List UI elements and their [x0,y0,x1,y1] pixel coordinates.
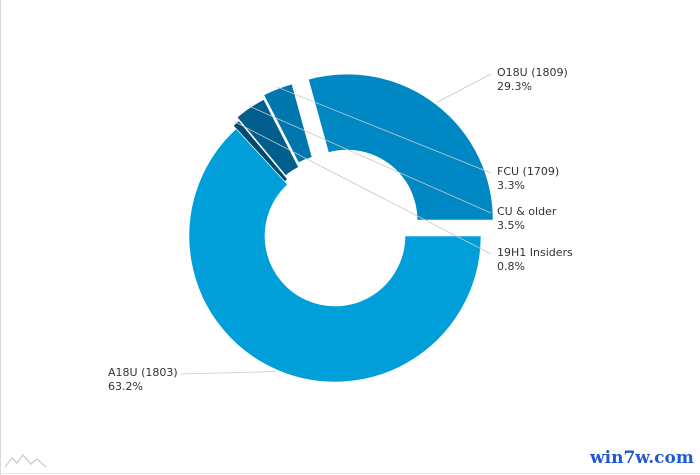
slice-percent-cu-older: 3.5% [497,219,525,232]
mountain-logo-icon [4,453,47,468]
slice-percent-fcu-1709: 3.3% [497,179,525,192]
leader-line-cu-older [248,105,492,214]
leader-line-19h1-insiders [234,121,492,255]
slice-label-19h1-insiders: 19H1 Insiders [497,246,573,259]
slice-percent-19h1-insiders: 0.8% [497,260,525,273]
slice-cu-older [236,99,299,177]
leader-lines-layer [179,73,492,375]
slice-a18u-1803 [188,128,482,383]
bottom-border [0,473,700,474]
slice-19h1-insiders [232,120,288,182]
watermark-text: win7w.com [590,448,694,468]
slice-label-o18u-1809: O18U (1809) [497,66,568,79]
leader-line-fcu-1709 [276,86,492,174]
slice-percent-o18u-1809: 29.3% [497,80,532,93]
slices-layer [188,73,494,383]
left-border [0,0,1,475]
slice-percent-a18u-1803: 63.2% [108,380,143,393]
leader-line-o18u-1809 [436,73,492,103]
slice-label-fcu-1709: FCU (1709) [497,165,559,178]
slice-label-a18u-1803: A18U (1803) [108,366,178,379]
labels-layer: O18U (1809)29.3% FCU (1709)3.3% CU & older… [108,66,573,393]
slice-label-cu-older: CU & older [497,205,557,218]
slice-o18u-1809 [308,73,494,221]
leader-line-a18u-1803 [179,371,276,375]
